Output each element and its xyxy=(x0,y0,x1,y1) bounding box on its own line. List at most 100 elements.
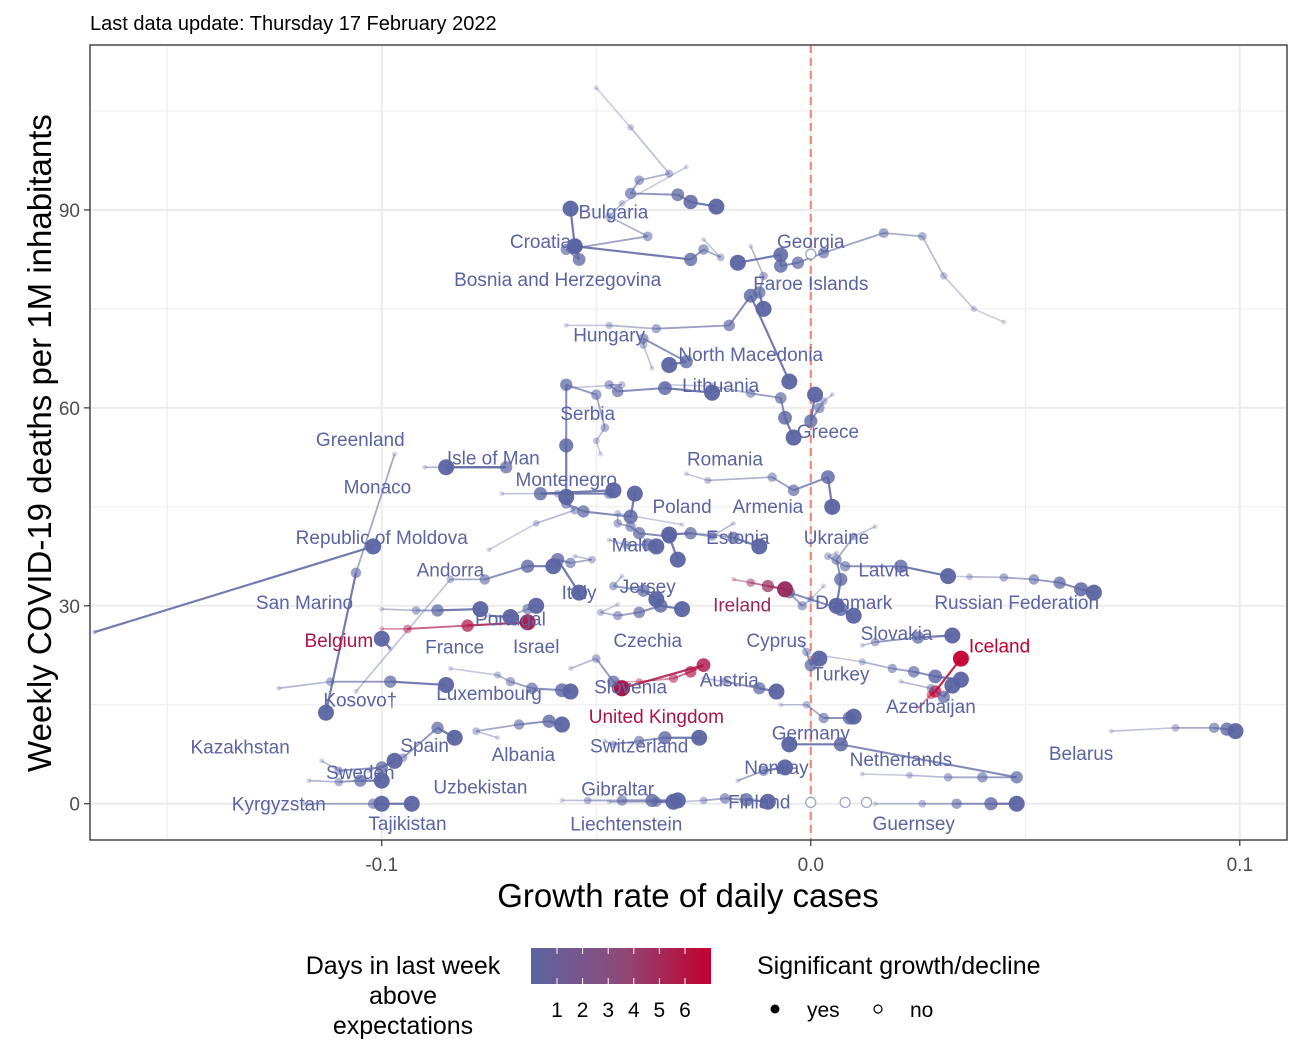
data-point xyxy=(658,731,672,745)
data-point xyxy=(366,768,372,774)
country-label: Iceland xyxy=(969,636,1030,657)
country-label: Kazakhstan xyxy=(191,737,290,758)
data-point xyxy=(684,665,697,678)
data-point xyxy=(559,438,574,453)
data-point xyxy=(619,573,625,579)
data-point xyxy=(684,527,697,540)
country-label: France xyxy=(425,638,484,659)
data-point xyxy=(635,678,643,686)
country-label: Portugal xyxy=(475,609,546,630)
trail-segment xyxy=(407,624,468,630)
data-point xyxy=(701,675,707,681)
data-point xyxy=(731,576,737,582)
data-point xyxy=(739,793,754,807)
data-point xyxy=(486,613,492,619)
data-point xyxy=(774,392,787,404)
data-point xyxy=(679,522,685,528)
trail-segment xyxy=(324,572,358,713)
trail-segment xyxy=(1111,727,1176,732)
data-point xyxy=(704,384,721,401)
data-point xyxy=(787,484,800,497)
last-update-text: Last data update: Thursday 17 February 2… xyxy=(90,13,497,35)
trail-segment xyxy=(609,324,657,330)
axis-ticks: -0.1 0.0 0.1 0 30 60 90 xyxy=(59,201,1253,876)
data-point xyxy=(773,259,788,273)
trail-segment xyxy=(608,539,627,546)
trail-segment xyxy=(943,275,975,310)
country-label: Liechtenstein xyxy=(570,815,682,836)
country-label: Guernsey xyxy=(873,814,956,835)
data-point xyxy=(928,669,943,684)
data-point xyxy=(944,627,961,644)
hollow-point xyxy=(839,796,851,808)
data-point xyxy=(633,606,645,619)
data-point xyxy=(486,547,492,553)
data-point xyxy=(533,487,548,501)
data-point xyxy=(999,573,1009,582)
shape-legend-title: Significant growth/decline xyxy=(757,952,1041,980)
data-point xyxy=(816,652,822,658)
data-point xyxy=(683,471,689,477)
country-label: Lithuania xyxy=(682,376,760,397)
data-point xyxy=(748,243,754,249)
trail-segment xyxy=(595,87,632,128)
data-point xyxy=(276,685,282,691)
data-point xyxy=(707,530,717,539)
data-point xyxy=(553,716,570,733)
data-point xyxy=(532,519,540,527)
data-point xyxy=(499,461,513,474)
data-point xyxy=(472,727,481,736)
data-point xyxy=(446,575,455,584)
country-label: Luxembourg xyxy=(436,684,542,705)
trail-segment xyxy=(642,337,687,363)
data-point xyxy=(334,777,344,787)
country-label: Armenia xyxy=(732,497,803,518)
y-tick-label: 60 xyxy=(59,399,80,420)
country-label: Faroe Islands xyxy=(753,274,868,295)
data-point xyxy=(592,437,600,445)
trail-segment xyxy=(595,394,606,428)
data-point xyxy=(350,567,362,579)
data-point xyxy=(621,540,631,550)
data-point xyxy=(605,321,613,329)
data-point xyxy=(723,319,736,332)
trail-segment xyxy=(535,509,576,525)
data-point xyxy=(403,795,420,812)
data-point xyxy=(633,735,645,747)
trail-segment xyxy=(540,489,614,495)
country-label: Poland xyxy=(652,497,711,518)
data-point xyxy=(609,581,618,591)
data-point xyxy=(859,771,865,777)
data-point xyxy=(746,578,756,588)
data-point xyxy=(653,598,668,613)
x-tick-label: 0.1 xyxy=(1227,855,1253,876)
trail-segment xyxy=(595,427,606,442)
country-label: Sweden xyxy=(326,763,395,784)
data-point xyxy=(683,530,689,536)
data-point xyxy=(940,568,957,585)
data-point xyxy=(898,679,904,685)
data-point xyxy=(684,252,698,267)
y-tick-label: 30 xyxy=(59,597,80,618)
data-point xyxy=(1073,582,1089,597)
country-label: Bosnia and Herzegovina xyxy=(454,270,661,291)
country-label: Russian Federation xyxy=(934,593,1099,614)
data-point xyxy=(520,559,535,573)
data-point xyxy=(926,683,936,693)
data-point xyxy=(373,772,390,789)
data-point xyxy=(583,796,592,805)
country-label: Latvia xyxy=(858,561,909,582)
trail-segment xyxy=(840,743,1017,779)
data-point xyxy=(618,200,626,207)
points xyxy=(91,85,1244,812)
trail-segment xyxy=(617,387,665,393)
data-point xyxy=(699,796,708,805)
trail-segment xyxy=(823,394,833,402)
data-point xyxy=(708,382,716,390)
data-point xyxy=(758,765,769,776)
data-point xyxy=(632,527,646,540)
country-label: Finland xyxy=(728,793,790,814)
data-point xyxy=(719,793,731,804)
